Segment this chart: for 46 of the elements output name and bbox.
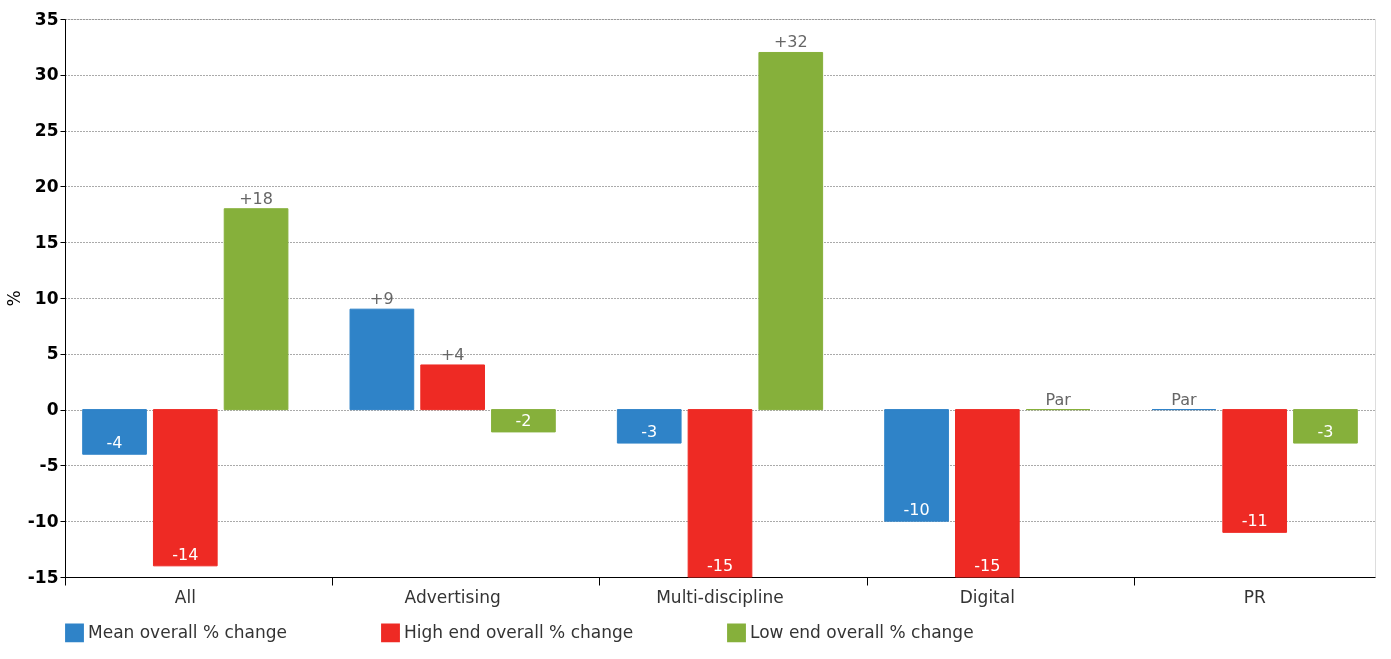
data-label: -2	[515, 410, 532, 430]
data-label: Par	[1171, 389, 1197, 409]
y-tick-label: 5	[46, 343, 59, 364]
data-label: +32	[773, 32, 808, 52]
legend-label: Mean overall % change	[88, 621, 288, 642]
data-label: Par	[1045, 389, 1072, 409]
y-tick-label: -5	[39, 454, 59, 475]
bar	[1293, 409, 1358, 444]
data-label: -3	[641, 422, 658, 442]
bar	[223, 208, 289, 411]
y-tick-label: 35	[34, 8, 59, 29]
bar	[955, 409, 1020, 578]
y-tick-label: 0	[46, 399, 59, 420]
y-tick-label: -10	[27, 510, 59, 531]
y-tick-label: -15	[27, 566, 59, 587]
bar	[687, 409, 753, 578]
bar	[491, 409, 556, 433]
data-label: -4	[106, 433, 123, 453]
bar	[884, 409, 949, 522]
data-label: -15	[974, 556, 1001, 575]
x-tick-label: PR	[1243, 586, 1266, 607]
bar	[82, 409, 147, 455]
data-label: -10	[903, 500, 930, 520]
bar	[152, 409, 218, 567]
y-axis-title: %	[3, 290, 24, 307]
data-label: +18	[239, 188, 273, 208]
legend-label: High end overall % change	[404, 621, 634, 642]
data-label: -14	[172, 544, 199, 564]
bar	[420, 364, 485, 411]
data-label: -3	[1317, 422, 1334, 442]
x-tick-label: Advertising	[404, 586, 501, 607]
y-tick-label: 30	[34, 64, 59, 85]
legend-label: Low end overall % change	[750, 621, 974, 642]
bar	[349, 308, 415, 411]
y-tick-label: 25	[34, 120, 59, 141]
bar	[1222, 409, 1288, 533]
x-tick-label: All	[174, 586, 196, 607]
data-label: -15	[706, 556, 734, 575]
y-tick-label: 10	[34, 287, 59, 308]
x-tick-label: Digital	[959, 586, 1015, 607]
bar	[758, 51, 824, 411]
bar	[616, 409, 682, 444]
y-tick-label: 15	[34, 231, 59, 252]
data-label: -11	[1241, 511, 1268, 531]
y-tick-label: 20	[34, 175, 59, 196]
x-tick-label: Multi-discipline	[656, 586, 784, 607]
